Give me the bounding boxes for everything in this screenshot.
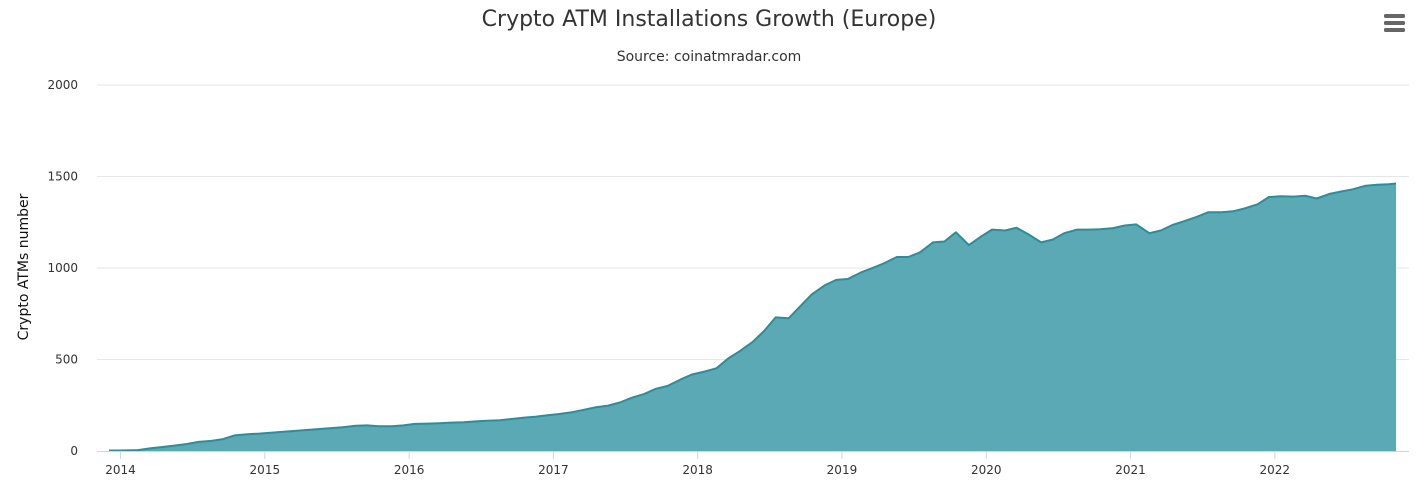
- chart-subtitle: Source: coinatmradar.com: [617, 49, 802, 65]
- y-tick-label: 500: [55, 353, 78, 367]
- area-series-fill: [109, 184, 1396, 452]
- x-tick-label: 2016: [394, 463, 425, 477]
- y-tick-label: 1000: [47, 261, 78, 275]
- menu-bar: [1384, 28, 1405, 32]
- x-tick-label: 2017: [538, 463, 569, 477]
- y-tick-label: 1500: [47, 170, 78, 184]
- x-tick-label: 2022: [1260, 463, 1291, 477]
- x-tick-label: 2018: [682, 463, 713, 477]
- x-tick-label: 2015: [250, 463, 281, 477]
- hamburger-menu-icon[interactable]: [1380, 10, 1408, 36]
- area-chart: Crypto ATM Installations Growth (Europe)…: [0, 0, 1418, 489]
- menu-bar: [1384, 14, 1405, 18]
- x-tick-label: 2021: [1115, 463, 1146, 477]
- menu-bar: [1384, 21, 1405, 25]
- x-tick-label: 2014: [105, 463, 136, 477]
- y-tick-label: 2000: [47, 78, 78, 92]
- plot-area: [109, 184, 1396, 452]
- x-axis: 2014 2015 2016 2017 2018 2019 2020 2021 2022: [97, 451, 1409, 477]
- y-axis-title: Crypto ATMs number: [16, 193, 32, 340]
- x-tick-label: 2020: [971, 463, 1002, 477]
- y-axis: 0 500 1000 1500 2000: [47, 78, 78, 458]
- y-tick-label: 0: [70, 444, 78, 458]
- chart-title: Crypto ATM Installations Growth (Europe): [482, 7, 937, 32]
- x-tick-label: 2019: [827, 463, 858, 477]
